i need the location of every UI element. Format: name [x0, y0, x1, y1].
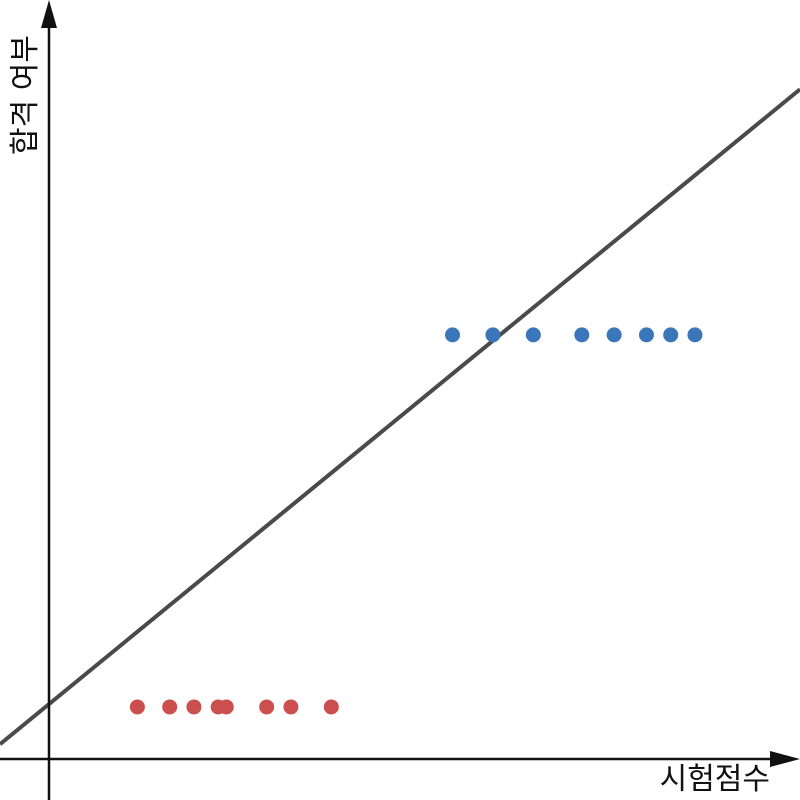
data-point [445, 327, 461, 343]
data-point [525, 327, 541, 343]
data-point [638, 327, 654, 343]
y-axis-arrowhead [41, 0, 57, 28]
data-point [323, 699, 339, 715]
data-points [129, 327, 703, 715]
data-point [162, 699, 178, 715]
data-point [687, 327, 703, 343]
data-point [663, 327, 679, 343]
x-axis-label: 시험점수 [660, 762, 770, 797]
data-point [186, 699, 202, 715]
data-point [606, 327, 622, 343]
data-point [129, 699, 145, 715]
fit-line-layer [0, 87, 800, 746]
data-point [259, 699, 275, 715]
regression-line [0, 87, 800, 746]
data-point [218, 699, 234, 715]
data-point [485, 327, 501, 343]
y-axis-label: 합격 여부 [8, 35, 43, 155]
data-point [574, 327, 590, 343]
data-point [283, 699, 299, 715]
x-axis-arrowhead [770, 751, 800, 767]
